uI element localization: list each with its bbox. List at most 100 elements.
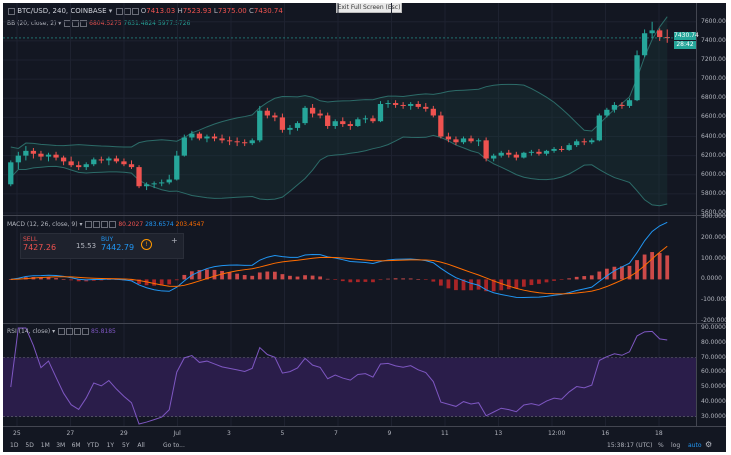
eye-icon[interactable] — [115, 7, 123, 15]
candle-body — [113, 158, 120, 162]
macd-histogram-bar — [54, 278, 58, 280]
range-button[interactable]: 1M — [40, 442, 50, 449]
bollinger-upper-line — [10, 16, 668, 149]
rsi-line — [10, 327, 668, 425]
time-tick-label: Jul — [173, 430, 181, 437]
macd-histogram-bar — [333, 279, 338, 280]
range-button[interactable]: 6M — [71, 442, 81, 449]
macd-histogram-bar — [197, 270, 202, 280]
candle-body — [392, 103, 399, 105]
rsi-label[interactable]: RSI (14, close) — [7, 328, 51, 335]
sell-button[interactable]: SELL 7427.26 — [23, 236, 73, 255]
close-label: C — [249, 7, 254, 15]
range-button[interactable]: 5D — [25, 442, 34, 449]
macd-histogram-bar — [514, 279, 519, 289]
axis-tick-label: 90.0000 — [701, 323, 726, 331]
candle-body — [340, 121, 346, 125]
macd-value: 283.6574 — [145, 221, 174, 228]
collapse-icon[interactable] — [8, 7, 15, 15]
eye-icon[interactable] — [85, 221, 93, 228]
time-tick-label: 13 — [494, 430, 503, 437]
bb-label[interactable]: BB (20, close, 2) — [7, 20, 57, 27]
candle-body — [279, 117, 286, 130]
macd-histogram-bar — [84, 279, 89, 282]
percent-toggle[interactable]: % — [658, 442, 664, 449]
macd-histogram-bar — [265, 271, 270, 280]
settings-icon[interactable] — [66, 328, 74, 335]
pane-separator[interactable] — [3, 323, 726, 324]
axis-tick-label: 5800.00 — [701, 189, 726, 197]
settings-icon[interactable] — [72, 20, 80, 27]
candle-body — [68, 161, 74, 166]
close-icon[interactable] — [131, 7, 139, 15]
candle-body — [377, 104, 384, 122]
more-icon[interactable] — [82, 328, 90, 335]
macd-histogram-bar — [250, 275, 255, 280]
pane-separator[interactable] — [3, 215, 726, 216]
chevron-down-icon[interactable]: ▾ — [79, 221, 83, 228]
low-label: L — [213, 7, 218, 15]
candle-body — [626, 100, 633, 106]
candle-body — [415, 104, 421, 107]
close-icon[interactable] — [80, 20, 88, 27]
trade-panel: SELL 7427.26 15.53 BUY 7442.79 + — [20, 233, 184, 259]
axis-tick-label: -100.0000 — [701, 296, 726, 304]
macd-histogram-bar — [167, 279, 172, 285]
axis-tick-label: 100.0000 — [701, 254, 726, 262]
macd-histogram-bar — [559, 279, 564, 280]
time-tick-label: 5 — [280, 430, 285, 437]
macd-histogram-bar — [288, 275, 292, 280]
macd-histogram-bar — [303, 275, 307, 280]
macd-histogram-bar — [446, 279, 451, 289]
range-button[interactable]: 5Y — [122, 442, 130, 449]
buy-button[interactable]: BUY 7442.79 — [101, 236, 161, 255]
candle-body — [143, 184, 150, 187]
settings-gear-icon[interactable]: ⚙ — [705, 440, 713, 449]
range-button[interactable]: 1D — [10, 442, 19, 449]
close-value: 7430.74 — [253, 7, 283, 15]
candle-body — [347, 124, 353, 126]
candle-body — [204, 136, 210, 139]
range-button[interactable]: 3M — [56, 442, 66, 449]
candle-body — [513, 154, 519, 158]
goto-button[interactable]: Go to... — [163, 442, 185, 449]
buy-label: BUY — [101, 236, 114, 243]
chevron-down-icon[interactable]: ▾ — [108, 7, 113, 15]
symbol-label[interactable]: BTC/USD, 240, COINBASE — [17, 7, 107, 15]
macd-histogram-bar — [469, 279, 473, 291]
spread-value: 15.53 — [76, 242, 97, 250]
time-tick-label: 12:00 — [548, 430, 566, 437]
log-toggle[interactable]: log — [671, 442, 681, 449]
exit-fullscreen-button[interactable]: Exit Full Screen (Esc) — [336, 3, 402, 13]
candle-body — [619, 104, 625, 106]
candle-body — [596, 115, 602, 141]
range-button[interactable]: YTD — [87, 442, 99, 449]
macd-label[interactable]: MACD (12, 26, close, 9) — [7, 221, 78, 228]
range-button[interactable]: All — [137, 442, 145, 449]
more-icon[interactable] — [109, 221, 117, 228]
chart-canvas[interactable] — [3, 3, 726, 452]
close-icon[interactable] — [74, 328, 82, 335]
range-button[interactable]: 1Y — [106, 442, 115, 449]
macd-histogram-bar — [152, 279, 157, 286]
chevron-down-icon[interactable]: ▾ — [58, 20, 62, 27]
utc-clock[interactable]: 15:38:17 (UTC) — [607, 442, 653, 449]
candle-body — [611, 104, 618, 110]
chevron-down-icon[interactable]: ▾ — [52, 328, 56, 335]
candle-body — [249, 140, 255, 144]
info-icon[interactable]: ! — [141, 239, 152, 250]
macd-histogram-bar — [552, 279, 556, 281]
candle-body — [589, 140, 595, 143]
axis-tick-label: 40.0000 — [701, 397, 726, 405]
eye-icon[interactable] — [58, 328, 66, 335]
expand-plus-icon[interactable]: + — [171, 236, 178, 245]
axis-tick-label: 7000.00 — [701, 75, 726, 83]
candle-body — [121, 161, 127, 165]
auto-toggle[interactable]: auto — [688, 442, 702, 449]
macd-histogram-bar — [46, 277, 51, 280]
pane-separator — [3, 426, 726, 427]
macd-histogram-bar — [476, 279, 481, 290]
settings-icon[interactable] — [93, 221, 101, 228]
macd-histogram-bar — [235, 273, 240, 280]
close-icon[interactable] — [101, 221, 109, 228]
